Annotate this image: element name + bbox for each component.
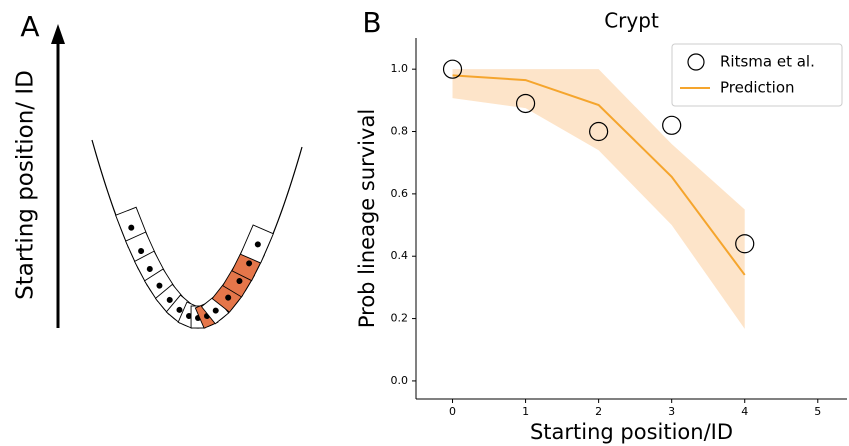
chart: Crypt Starting position/ID Prob lineage su… (355, 9, 847, 444)
legend-label: Prediction (720, 79, 795, 97)
diagram-axis-label: Starting position/ ID (13, 70, 39, 300)
cell-nucleus (176, 306, 183, 313)
legend-box (671, 43, 843, 107)
cell-nucleus (166, 296, 173, 303)
data-point (662, 115, 682, 135)
crypt-diagram (91, 139, 303, 329)
cell-nucleus (225, 294, 232, 301)
x-tick-label: 3 (668, 405, 675, 418)
arrow-head (51, 24, 65, 44)
y-tick-label: 0.6 (391, 187, 409, 200)
x-tick-label: 1 (522, 405, 529, 418)
cell-nucleus (212, 307, 219, 314)
cell-nucleus (254, 241, 261, 248)
cell-nucleus (236, 278, 243, 285)
y-tick-label: 0.8 (391, 125, 409, 138)
data-point (589, 121, 609, 142)
confidence-band (452, 69, 745, 329)
x-tick-label: 0 (449, 405, 456, 418)
x-tick-label: 2 (595, 405, 602, 418)
cell (239, 224, 274, 264)
cell-nucleus (146, 265, 153, 272)
cell-nucleus (246, 260, 253, 267)
legend-label: Ritsma et al. (720, 53, 815, 71)
legend-marker (687, 53, 705, 71)
cell-nucleus (156, 282, 163, 289)
panel-label: B (362, 6, 381, 39)
data-point (442, 59, 463, 79)
data-point (515, 93, 536, 114)
data-point (735, 234, 755, 254)
prediction-line (452, 74, 746, 276)
x-tick-label: 4 (741, 405, 748, 418)
y-tick-label: 0.2 (391, 312, 409, 325)
x-tick-label: 5 (814, 405, 821, 418)
y-tick-label: 0.4 (391, 249, 409, 262)
y-axis-label: Prob lineage survival (355, 109, 379, 328)
x-axis-label: Starting position/ID (530, 420, 733, 444)
y-tick-label: 1.0 (391, 62, 409, 75)
panel-label: A (20, 10, 39, 43)
cell-nucleus (186, 313, 193, 320)
y-tick-label: 0.0 (391, 374, 409, 387)
cell (194, 301, 219, 329)
cell-nucleus (138, 248, 145, 255)
cell-nucleus (128, 224, 135, 231)
chart-title: Crypt (604, 9, 659, 33)
